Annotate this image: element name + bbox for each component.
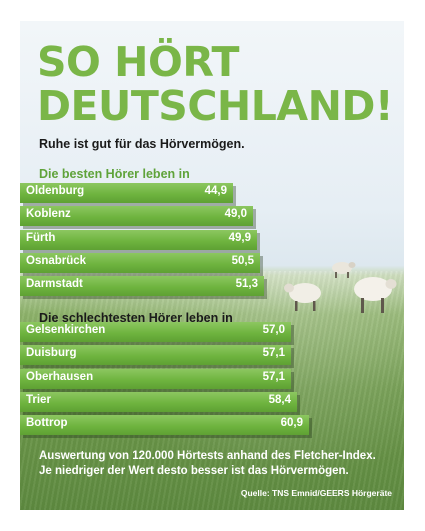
bar-value-label: 58,4 bbox=[268, 393, 291, 406]
bar-value-label: 51,3 bbox=[235, 278, 258, 291]
bar-value-label: 57,1 bbox=[262, 370, 285, 383]
footer-note-line-2: Je niedriger der Wert desto besser ist d… bbox=[39, 465, 349, 477]
grass-background bbox=[20, 271, 404, 510]
best-listeners-heading: Die besten Hörer leben in bbox=[39, 167, 190, 181]
infographic-card: SO HÖRT DEUTSCHLAND! Ruhe ist gut für da… bbox=[20, 21, 404, 510]
bar-city-label: Oldenburg bbox=[26, 185, 85, 197]
bar-city-label: Osnabrück bbox=[26, 254, 87, 267]
bar-value-label: 49,0 bbox=[224, 208, 247, 221]
bar-value-label: 44,9 bbox=[204, 185, 227, 197]
bar-gelsenkirchen: Gelsenkirchen 57,0 bbox=[20, 322, 291, 342]
bar-koblenz: Koblenz 49,0 bbox=[20, 206, 253, 227]
bar-bottrop: Bottrop 60,9 bbox=[20, 415, 309, 436]
worst-listeners-heading: Die schlechtesten Hörer leben in bbox=[39, 311, 233, 325]
sheep-illustration bbox=[284, 262, 397, 313]
bar-value-label: 49,9 bbox=[228, 231, 251, 244]
subtitle: Ruhe ist gut für das Hörvermögen. bbox=[39, 137, 245, 151]
bar-city-label: Gelsenkirchen bbox=[26, 324, 106, 336]
title-line-2: DEUTSCHLAND! bbox=[37, 82, 394, 130]
bar-city-label: Fürth bbox=[26, 231, 56, 244]
bar-value-label: 50,5 bbox=[231, 254, 254, 267]
bar-value-label: 60,9 bbox=[280, 417, 303, 430]
bar-city-label: Bottrop bbox=[26, 417, 68, 430]
bar-fürth: Fürth 49,9 bbox=[20, 229, 257, 250]
source-credit: Quelle: TNS Emnid/GEERS Hörgeräte bbox=[240, 488, 392, 498]
bar-city-label: Darmstadt bbox=[26, 278, 83, 291]
footer-note-line-1: Auswertung von 120.000 Hörtests anhand d… bbox=[39, 450, 376, 462]
title-line-1: SO HÖRT bbox=[37, 38, 240, 86]
bar-city-label: Trier bbox=[26, 393, 51, 406]
bar-duisburg: Duisburg 57,1 bbox=[20, 345, 291, 366]
bar-osnabrück: Osnabrück 50,5 bbox=[20, 252, 260, 273]
bar-city-label: Duisburg bbox=[26, 347, 77, 360]
bar-trier: Trier 58,4 bbox=[20, 391, 297, 412]
bar-darmstadt: Darmstadt 51,3 bbox=[20, 276, 264, 297]
bar-oberhausen: Oberhausen 57,1 bbox=[20, 368, 291, 389]
bar-value-label: 57,1 bbox=[262, 347, 285, 360]
bar-oldenburg: Oldenburg 44,9 bbox=[20, 183, 233, 203]
bar-city-label: Koblenz bbox=[26, 208, 71, 221]
footer-note: Auswertung von 120.000 Hörtests anhand d… bbox=[39, 449, 399, 479]
bar-city-label: Oberhausen bbox=[26, 370, 94, 383]
bar-value-label: 57,0 bbox=[262, 324, 285, 336]
